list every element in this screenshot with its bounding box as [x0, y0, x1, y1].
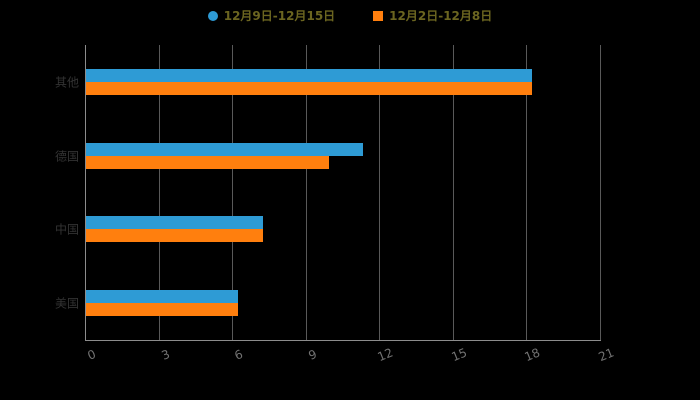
bar-series1-1: [86, 142, 364, 156]
gridline: [600, 45, 601, 340]
x-tick-label: 12: [375, 345, 396, 365]
bar-series1-3: [86, 290, 239, 304]
gridline: [232, 45, 234, 340]
x-tick-label: 18: [522, 345, 543, 365]
x-tick-label: 21: [596, 345, 616, 365]
x-tick-label: 6: [232, 346, 245, 363]
y-category-label: 德国: [54, 149, 79, 164]
gridline: [379, 45, 381, 340]
legend-circle-marker-icon: [207, 10, 218, 21]
x-tick-label: 9: [306, 346, 319, 363]
gridline: [526, 45, 528, 340]
bar-series2-3: [86, 303, 239, 317]
legend-label-dec2-dec8: 12月2日-12月8日: [389, 9, 493, 23]
gridline: [452, 45, 454, 340]
bar-series2-1: [86, 155, 329, 169]
bar-series2-2: [86, 229, 263, 243]
x-tick-label: 3: [159, 346, 172, 363]
bar-series2-0: [86, 81, 533, 95]
plot-area: 0 3 6 9 12 15 18 21 其他德国中国美国: [55, 45, 616, 364]
gridline: [158, 45, 160, 340]
legend-label-dec9-dec15: 12月9日-12月15日: [223, 9, 336, 23]
y-category-label: 中国: [54, 222, 79, 237]
gridline: [305, 45, 307, 340]
legend-item-dec2-dec8[interactable]: 12月2日-12月8日: [373, 7, 492, 24]
legend-square-marker-icon: [373, 10, 384, 21]
chart-legend: 12月9日-12月15日 12月2日-12月8日: [0, 7, 700, 24]
y-category-label: 美国: [54, 296, 79, 311]
y-category-label: 其他: [54, 75, 79, 90]
legend-item-dec9-dec15[interactable]: 12月9日-12月15日: [207, 7, 336, 24]
x-tick-label: 15: [449, 345, 469, 365]
bar-series1-0: [86, 68, 533, 82]
bar-series1-2: [86, 216, 263, 230]
x-tick-label: 0: [85, 346, 98, 363]
